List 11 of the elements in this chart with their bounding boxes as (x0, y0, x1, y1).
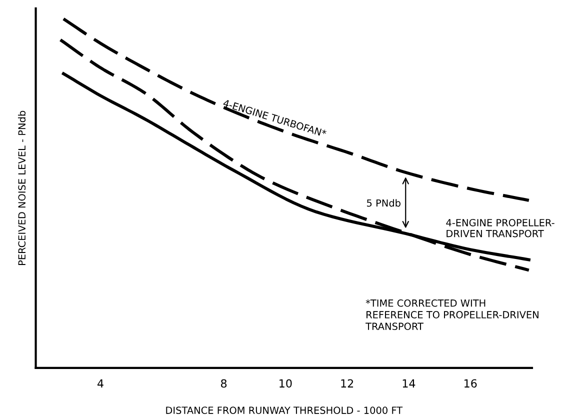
x-tick-label: 16 (464, 379, 477, 388)
x-tick-label: 4 (98, 379, 104, 388)
x-axis-title: DISTANCE FROM RUNWAY THRESHOLD - 1000 FT (166, 406, 403, 414)
x-tick-label: 10 (280, 379, 292, 388)
x-tick-label: 8 (221, 379, 227, 388)
series-label: 4-ENGINE PROPELLER- DRIVEN TRANSPORT (446, 218, 554, 238)
x-tick-label: 12 (341, 379, 354, 388)
x-tick-label: 14 (402, 379, 416, 388)
y-axis-title: PERCEIVED NOISE LEVEL - PNdb (18, 110, 26, 265)
annotation: *TIME CORRECTED WITH REFERENCE TO PROPELLER-DRIVEN TRANSPORT (366, 299, 538, 330)
annotation: 5 PNdb (367, 199, 400, 207)
